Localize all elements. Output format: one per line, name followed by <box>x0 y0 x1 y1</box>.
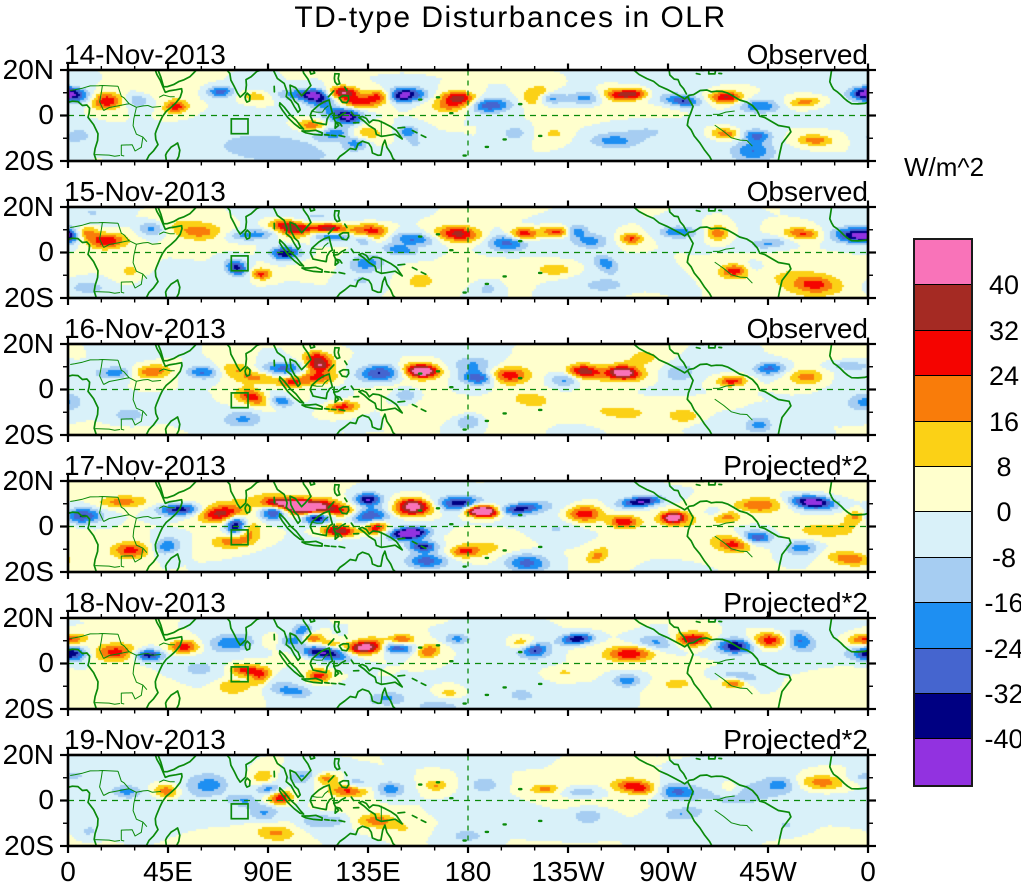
colorbar-tick-label: -40 <box>984 724 1021 755</box>
colorbar-tick-label: 0 <box>996 497 1012 528</box>
x-tick-label: 90W <box>639 856 697 887</box>
map-overlay <box>60 200 876 305</box>
y-tick-label-20n: 20N <box>2 191 54 222</box>
map-overlay <box>60 474 876 579</box>
map-overlay <box>60 748 876 853</box>
y-tick-label-20s: 20S <box>4 145 54 176</box>
x-tick-label: 45W <box>739 856 797 887</box>
colorbar-tick-label: 40 <box>988 270 1020 301</box>
map-plot-area <box>60 611 876 716</box>
y-tick-label-0: 0 <box>38 784 54 815</box>
panel-date-label: 19-Nov-2013 <box>64 724 226 755</box>
y-tick-label-20n: 20N <box>2 739 54 770</box>
map-plot-area <box>60 748 876 853</box>
x-tick-label: 0 <box>860 856 876 887</box>
y-tick-label-0: 0 <box>38 647 54 678</box>
colorbar-tick-label: -24 <box>984 633 1021 664</box>
colorbar-swatch <box>915 421 971 467</box>
colorbar-swatch <box>915 603 971 649</box>
map-plot-area <box>60 200 876 305</box>
panel-source-label: Observed <box>746 39 868 70</box>
y-tick-label-0: 0 <box>38 373 54 404</box>
colorbar-tick-label: -8 <box>991 542 1016 573</box>
map-panel-3: 16-Nov-2013 Observed 20N 0 20S <box>0 315 1021 449</box>
x-tick-label: 135E <box>335 856 401 887</box>
colorbar-swatch <box>915 466 971 513</box>
colorbar-swatch <box>915 240 971 286</box>
colorbar-tick-labels: 40 32 24 16 8 0 -8 -16 -24 -32 -40 <box>975 240 1021 785</box>
panel-date-label: 14-Nov-2013 <box>64 39 226 70</box>
panel-date-label: 16-Nov-2013 <box>64 313 226 344</box>
map-plot-area <box>60 337 876 442</box>
x-tick-label: 135W <box>531 856 605 887</box>
colorbar <box>913 238 973 787</box>
panel-date-label: 18-Nov-2013 <box>64 587 226 618</box>
map-panel-1: 14-Nov-2013 Observed 20N 0 20S <box>0 41 1021 175</box>
x-tick-label: 180 <box>444 856 492 887</box>
panel-source-label: Projected*2 <box>723 450 868 481</box>
colorbar-swatch <box>915 693 971 740</box>
colorbar-tick-label: 32 <box>988 315 1020 346</box>
colorbar-swatch <box>915 285 971 331</box>
panel-source-label: Observed <box>746 176 868 207</box>
colorbar-swatch <box>915 376 971 422</box>
y-tick-label-20n: 20N <box>2 54 54 85</box>
colorbar-swatch <box>915 739 971 785</box>
panel-source-label: Projected*2 <box>723 587 868 618</box>
map-panel-4: 17-Nov-2013 Projected*2 20N 0 20S <box>0 452 1021 586</box>
map-panel-2: 15-Nov-2013 Observed 20N 0 20S <box>0 178 1021 312</box>
y-tick-label-20s: 20S <box>4 419 54 450</box>
colorbar-tick-label: 8 <box>996 452 1012 482</box>
colorbar-swatch <box>915 512 971 558</box>
map-overlay <box>60 611 876 716</box>
y-tick-label-20n: 20N <box>2 465 54 496</box>
y-tick-label-20s: 20S <box>4 693 54 724</box>
x-tick-label: 90E <box>243 856 293 887</box>
colorbar-swatch <box>915 557 971 604</box>
y-tick-label-0: 0 <box>38 236 54 267</box>
colorbar-swatch <box>915 648 971 694</box>
panel-source-label: Observed <box>746 313 868 344</box>
panel-date-label: 15-Nov-2013 <box>64 176 226 207</box>
map-panel-6: 19-Nov-2013 Projected*2 20N 0 20S <box>0 726 1021 860</box>
colorbar-units-label: W/m^2 <box>903 152 985 182</box>
map-panel-5: 18-Nov-2013 Projected*2 20N 0 20S <box>0 589 1021 723</box>
map-plot-area <box>60 63 876 168</box>
y-tick-label-20s: 20S <box>4 282 54 313</box>
y-tick-label-0: 0 <box>38 510 54 541</box>
figure-title: TD-type Disturbances in OLR <box>294 1 727 34</box>
x-tick-label: 45E <box>143 856 193 887</box>
y-tick-label-20s: 20S <box>4 830 54 861</box>
y-tick-label-20n: 20N <box>2 328 54 359</box>
x-axis: 0 45E 90E 135E 180 135W 90W 45W 0 <box>0 858 1021 890</box>
panel-source-label: Projected*2 <box>723 724 868 755</box>
colorbar-swatch <box>915 330 971 377</box>
y-tick-label-20n: 20N <box>2 602 54 633</box>
colorbar-tick-label: -16 <box>984 588 1021 619</box>
map-plot-area <box>60 474 876 579</box>
map-overlay <box>60 337 876 442</box>
map-overlay <box>60 63 876 168</box>
x-tick-label: 0 <box>60 856 76 887</box>
colorbar-tick-label: -32 <box>984 679 1021 709</box>
y-tick-label-0: 0 <box>38 99 54 130</box>
colorbar-tick-label: 16 <box>988 406 1020 437</box>
colorbar-tick-label: 24 <box>988 361 1020 392</box>
panel-date-label: 17-Nov-2013 <box>64 450 226 481</box>
y-tick-label-20s: 20S <box>4 556 54 587</box>
